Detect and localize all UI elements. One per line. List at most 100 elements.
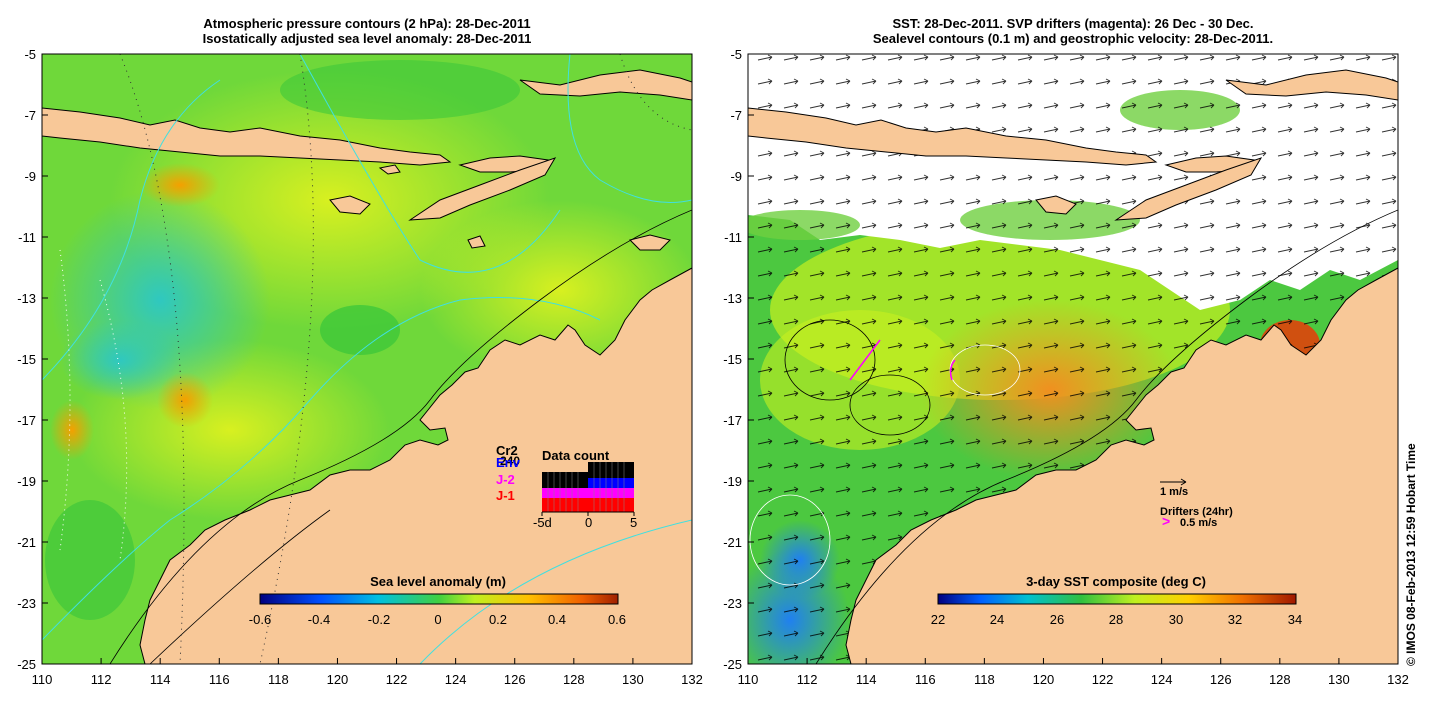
lon-tick-label: 126 (1210, 672, 1232, 687)
data-count-title: Data count (542, 448, 610, 463)
left-axes: 110 112 114 116 118 120 122 124 126 128 130 132 -5 -7… (17, 47, 703, 687)
data-count-inset: Data count Cr2 240 Env J-2 J-1 -5d 0 5 (496, 443, 637, 530)
sst-colorbar-ticks: 22 24 26 28 30 32 34 (931, 612, 1302, 627)
sla-low-blob-2 (60, 320, 180, 400)
lon-tick-label: 110 (738, 672, 759, 687)
left-map (42, 54, 692, 664)
pressure-contour (815, 209, 1398, 664)
lon-tick-label: 112 (797, 672, 818, 687)
timor-land (1114, 157, 1263, 221)
lon-tick-label: 124 (445, 672, 467, 687)
eddy-contour (784, 319, 876, 401)
inset-bar-red (542, 498, 634, 512)
sla-tick: 0 (434, 612, 441, 627)
right-title-line2: Sealevel contours (0.1 m) and geostrophi… (872, 31, 1274, 46)
australia-land (139, 267, 692, 664)
sst-tick: 28 (1109, 612, 1123, 627)
sst-tick: 32 (1228, 612, 1242, 627)
sla-colorbar-bar (259, 593, 619, 605)
lat-tick-label: -11 (18, 230, 36, 245)
java-land (42, 107, 452, 166)
sst-colorbar-bar (937, 593, 1297, 605)
sla-green-patch-3 (280, 60, 520, 120)
sst-tick: 26 (1050, 612, 1064, 627)
right-title-line1: SST: 28-Dec-2011. SVP drifters (magenta)… (892, 16, 1254, 31)
timor-land (408, 157, 557, 221)
sla-green-patch-2 (45, 500, 135, 620)
legend-j2: J-2 (496, 472, 515, 487)
sst-tick: 24 (990, 612, 1004, 627)
sla-tick: -0.4 (308, 612, 330, 627)
sla-colorbar-label: Sea level anomaly (m) (370, 574, 506, 589)
sla-tick: 0.6 (608, 612, 626, 627)
velocity-key-label: 1 m/s (1160, 486, 1188, 498)
sumba-land (1035, 195, 1077, 215)
lat-tick-label: -23 (17, 596, 36, 611)
java-land (748, 107, 1158, 166)
lon-tick-label: 132 (1387, 672, 1409, 687)
sla-tick: 0.4 (548, 612, 566, 627)
lat-tick-label: -17 (17, 413, 36, 428)
sla-high-blob-3 (50, 400, 94, 460)
small-islands-land (378, 164, 671, 251)
velocity-key-arrow-icon (1160, 478, 1187, 486)
inset-bar-magenta (542, 488, 634, 500)
inset-axis (541, 511, 635, 516)
drifter-key-title: Drifters (24hr) (1160, 506, 1233, 518)
left-title-line1: Atmospheric pressure contours (2 hPa): 2… (203, 16, 531, 31)
sst-colorbar: 3-day SST composite (deg C) 22 24 26 28 … (931, 574, 1302, 627)
drifter-key-symbol: > (1162, 513, 1170, 529)
eddy-contour-4 (749, 494, 831, 586)
sulawesi-islands-land (1225, 69, 1398, 101)
dotted-contour (119, 54, 692, 664)
lat-tick-label: -13 (723, 291, 742, 306)
sla-high-blob (140, 163, 220, 207)
legend-240: 240 (500, 454, 520, 468)
australia-land (845, 267, 1398, 664)
legend-env: Env (496, 455, 521, 470)
lat-tick-label: -13 (17, 291, 36, 306)
inset-xtick-0: 0 (585, 515, 592, 530)
right-panel-title: SST: 28-Dec-2011. SVP drifters (magenta)… (748, 16, 1398, 46)
lon-tick-label: 118 (268, 672, 289, 687)
bathymetry-contour (42, 54, 692, 664)
lon-tick-label: 122 (1092, 672, 1114, 687)
sla-colorbar: Sea level anomaly (m) -0.6 -0.4 -0.2 0 0… (249, 574, 626, 627)
lon-tick-label: 114 (856, 672, 877, 687)
lon-tick-label: 128 (563, 672, 585, 687)
sst-tick: 30 (1169, 612, 1183, 627)
velocity-key: 1 m/s Drifters (24hr) > 0.5 m/s (1160, 478, 1233, 529)
lat-tick-label: -5 (24, 47, 36, 62)
legend-j1: J-1 (496, 488, 515, 503)
lon-tick-label: 132 (681, 672, 703, 687)
drifter-track (849, 339, 956, 381)
lon-tick-label: 126 (504, 672, 526, 687)
right-map (748, 54, 1398, 664)
lat-tick-label: -17 (723, 413, 742, 428)
lat-tick-label: -21 (723, 535, 742, 550)
lat-tick-label: -15 (723, 352, 742, 367)
sla-tick: -0.2 (368, 612, 390, 627)
sst-colorbar-label: 3-day SST composite (deg C) (1026, 574, 1206, 589)
sla-tick: 0.2 (489, 612, 507, 627)
lat-tick-label: -25 (723, 657, 742, 672)
sst-tick: 34 (1288, 612, 1302, 627)
lon-tick-label: 114 (150, 672, 171, 687)
lat-tick-label: -19 (17, 474, 36, 489)
lon-tick-label: 124 (1151, 672, 1173, 687)
lon-tick-label: 130 (622, 672, 644, 687)
sla-colorbar-ticks: -0.6 -0.4 -0.2 0 0.2 0.4 0.6 (249, 612, 626, 627)
lat-tick-label: -25 (17, 657, 36, 672)
lat-tick-label: -19 (723, 474, 742, 489)
sla-tick: -0.6 (249, 612, 271, 627)
lon-tick-label: 112 (91, 672, 112, 687)
lat-tick-label: -5 (730, 47, 742, 62)
pressure-contour (109, 209, 692, 664)
legend-cr2: Cr2 (496, 443, 518, 458)
inset-xtick-m5: -5d (533, 515, 552, 530)
inset-xtick-5: 5 (630, 515, 637, 530)
lat-tick-label: -15 (17, 352, 36, 367)
left-panel-title: Atmospheric pressure contours (2 hPa): 2… (42, 16, 692, 46)
lon-tick-label: 110 (32, 672, 53, 687)
